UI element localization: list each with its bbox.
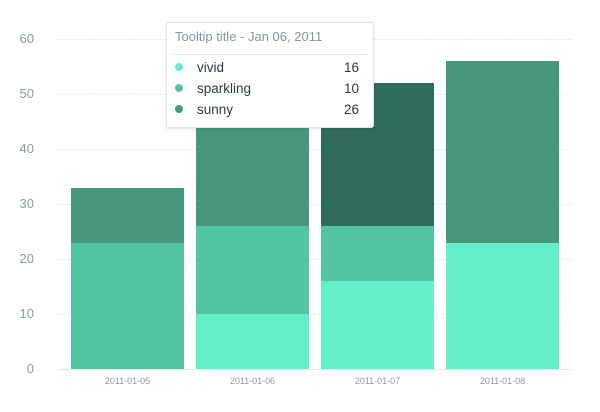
y-tick-label: 0 — [26, 361, 34, 376]
legend-dot-icon — [175, 63, 183, 71]
bar-segment-vivid[interactable] — [196, 314, 309, 369]
bar-segment-vivid[interactable] — [321, 281, 434, 369]
y-tick-label: 40 — [19, 141, 34, 156]
y-tick-label: 10 — [19, 306, 34, 321]
gridline — [58, 259, 572, 260]
bar-2011-01-05[interactable] — [71, 187, 184, 369]
gridline — [58, 204, 572, 205]
x-tick-label: 2011-01-06 — [229, 376, 276, 386]
x-tick-label: 2011-01-07 — [354, 376, 401, 386]
gridline — [58, 149, 572, 150]
bar-2011-01-06[interactable] — [196, 127, 309, 369]
bar-2011-01-07[interactable] — [321, 83, 434, 369]
bar-segment-sparkling[interactable] — [196, 226, 309, 314]
gridline — [58, 314, 572, 315]
bar-segment-sunny[interactable] — [196, 127, 309, 226]
tooltip-divider — [173, 54, 367, 55]
tooltip-row-sunny: sunny 26 — [175, 102, 359, 122]
bar-2011-01-08[interactable] — [446, 61, 559, 369]
y-tick-label: 20 — [19, 251, 34, 266]
tooltip-row-sparkling: sparkling 10 — [175, 81, 359, 101]
x-axis-line — [58, 369, 572, 370]
legend-dot-icon — [175, 84, 183, 92]
tooltip-title: Tooltip title - Jan 06, 2011 — [175, 29, 323, 44]
y-tick-label: 60 — [19, 31, 34, 46]
legend-dot-icon — [175, 105, 183, 113]
tooltip: Tooltip title - Jan 06, 2011 vivid 16 sp… — [166, 22, 374, 128]
x-tick-label: 2011-01-08 — [479, 376, 526, 386]
bar-segment-sunny[interactable] — [446, 61, 559, 243]
bar-segment-vivid[interactable] — [446, 242, 559, 369]
x-tick-label: 2011-01-05 — [104, 376, 151, 386]
bar-segment-sparkling[interactable] — [71, 242, 184, 369]
tooltip-row-vivid: vivid 16 — [175, 60, 359, 80]
y-tick-label: 30 — [19, 196, 34, 211]
y-tick-label: 50 — [19, 86, 34, 101]
bar-segment-sunny[interactable] — [71, 187, 184, 243]
bar-segment-sparkling[interactable] — [321, 226, 434, 281]
